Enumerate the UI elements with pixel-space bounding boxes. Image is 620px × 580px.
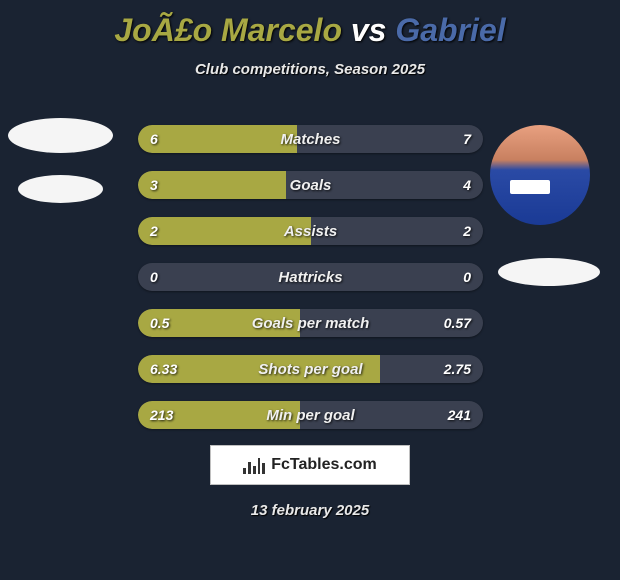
stat-value-right: 0.57	[444, 309, 471, 337]
decorative-ellipse	[18, 175, 103, 203]
comparison-title: JoÃ£o Marcelo vs Gabriel	[0, 0, 620, 49]
player2-name: Gabriel	[395, 12, 505, 48]
decorative-ellipse	[498, 258, 600, 286]
stat-value-right: 2.75	[444, 355, 471, 383]
stat-row: 213Min per goal241	[138, 401, 483, 429]
stat-row: 2Assists2	[138, 217, 483, 245]
stat-row: 3Goals4	[138, 171, 483, 199]
stat-value-right: 4	[463, 171, 471, 199]
stats-container: 6Matches7 3Goals4 2Assists2 0Hattricks0 0.5G…	[138, 125, 483, 447]
stat-value-right: 0	[463, 263, 471, 291]
logo-chart-icon	[243, 456, 265, 474]
stat-value-right: 7	[463, 125, 471, 153]
logo-text: FcTables.com	[271, 456, 377, 474]
player2-avatar	[490, 125, 590, 225]
stat-row: 6Matches7	[138, 125, 483, 153]
stat-row: 6.33Shots per goal2.75	[138, 355, 483, 383]
fctables-logo: FcTables.com	[210, 445, 410, 485]
stat-value-right: 241	[448, 401, 471, 429]
stat-label: Min per goal	[138, 401, 483, 429]
stat-label: Goals per match	[138, 309, 483, 337]
stat-row: 0Hattricks0	[138, 263, 483, 291]
decorative-ellipse	[8, 118, 113, 153]
stat-label: Hattricks	[138, 263, 483, 291]
stat-value-right: 2	[463, 217, 471, 245]
subtitle: Club competitions, Season 2025	[0, 61, 620, 78]
vs-text: vs	[351, 12, 387, 48]
player1-name: JoÃ£o Marcelo	[114, 12, 342, 48]
stat-label: Shots per goal	[138, 355, 483, 383]
stat-label: Goals	[138, 171, 483, 199]
stat-label: Assists	[138, 217, 483, 245]
stat-label: Matches	[138, 125, 483, 153]
stat-row: 0.5Goals per match0.57	[138, 309, 483, 337]
date: 13 february 2025	[0, 502, 620, 519]
